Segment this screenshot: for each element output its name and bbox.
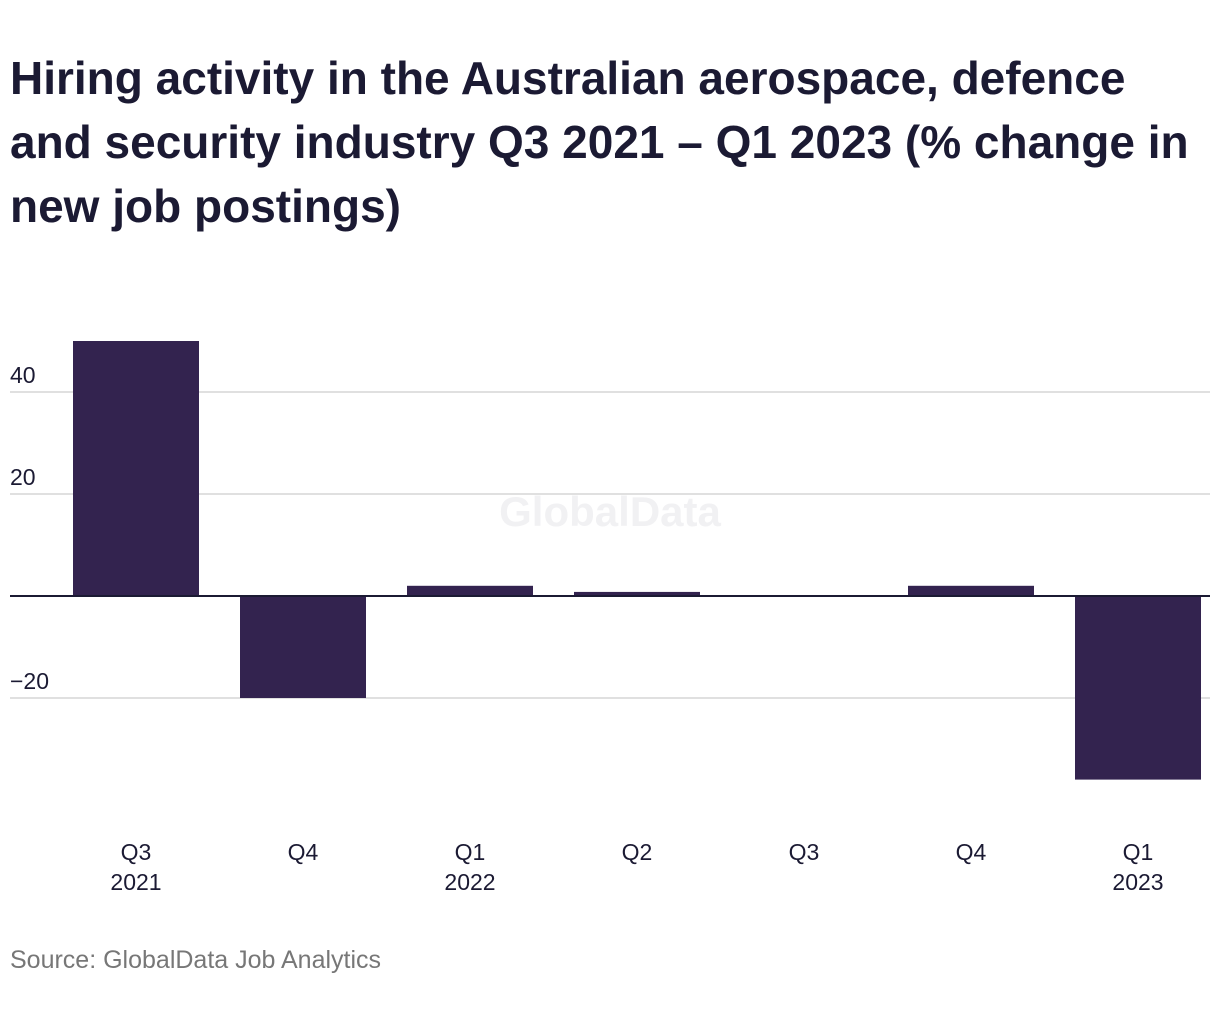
x-tick-label: Q3 xyxy=(121,839,152,865)
gridlines xyxy=(10,391,1210,699)
x-tick-label: Q1 xyxy=(1123,839,1154,865)
bar xyxy=(908,585,1034,596)
chart-title: Hiring activity in the Australian aerosp… xyxy=(10,52,1189,232)
bars xyxy=(73,341,1201,780)
x-tick-label: Q1 xyxy=(455,839,486,865)
bar xyxy=(73,341,199,596)
y-tick-label: 20 xyxy=(10,464,36,490)
source-note: Source: GlobalData Job Analytics xyxy=(10,946,382,974)
x-tick-label: Q4 xyxy=(956,839,987,865)
x-tick-label: Q3 xyxy=(789,839,820,865)
bar xyxy=(407,585,533,596)
x-tick-year-label: 2021 xyxy=(110,869,161,895)
bar xyxy=(574,591,700,596)
x-tick-year-label: 2022 xyxy=(444,869,495,895)
x-axis: Q3 2021 Q4 Q1 2022 Q2 Q3 Q4 Q1 2023 xyxy=(110,839,1163,895)
y-axis: 40 20 −20 xyxy=(10,362,1210,694)
y-tick-label: −20 xyxy=(10,668,49,694)
bar xyxy=(240,596,366,698)
bar xyxy=(1075,596,1201,780)
y-tick-label: 40 xyxy=(10,362,36,388)
watermark-text: GlobalData xyxy=(499,488,721,535)
x-tick-label: Q4 xyxy=(288,839,319,865)
x-tick-label: Q2 xyxy=(622,839,653,865)
x-tick-year-label: 2023 xyxy=(1112,869,1163,895)
